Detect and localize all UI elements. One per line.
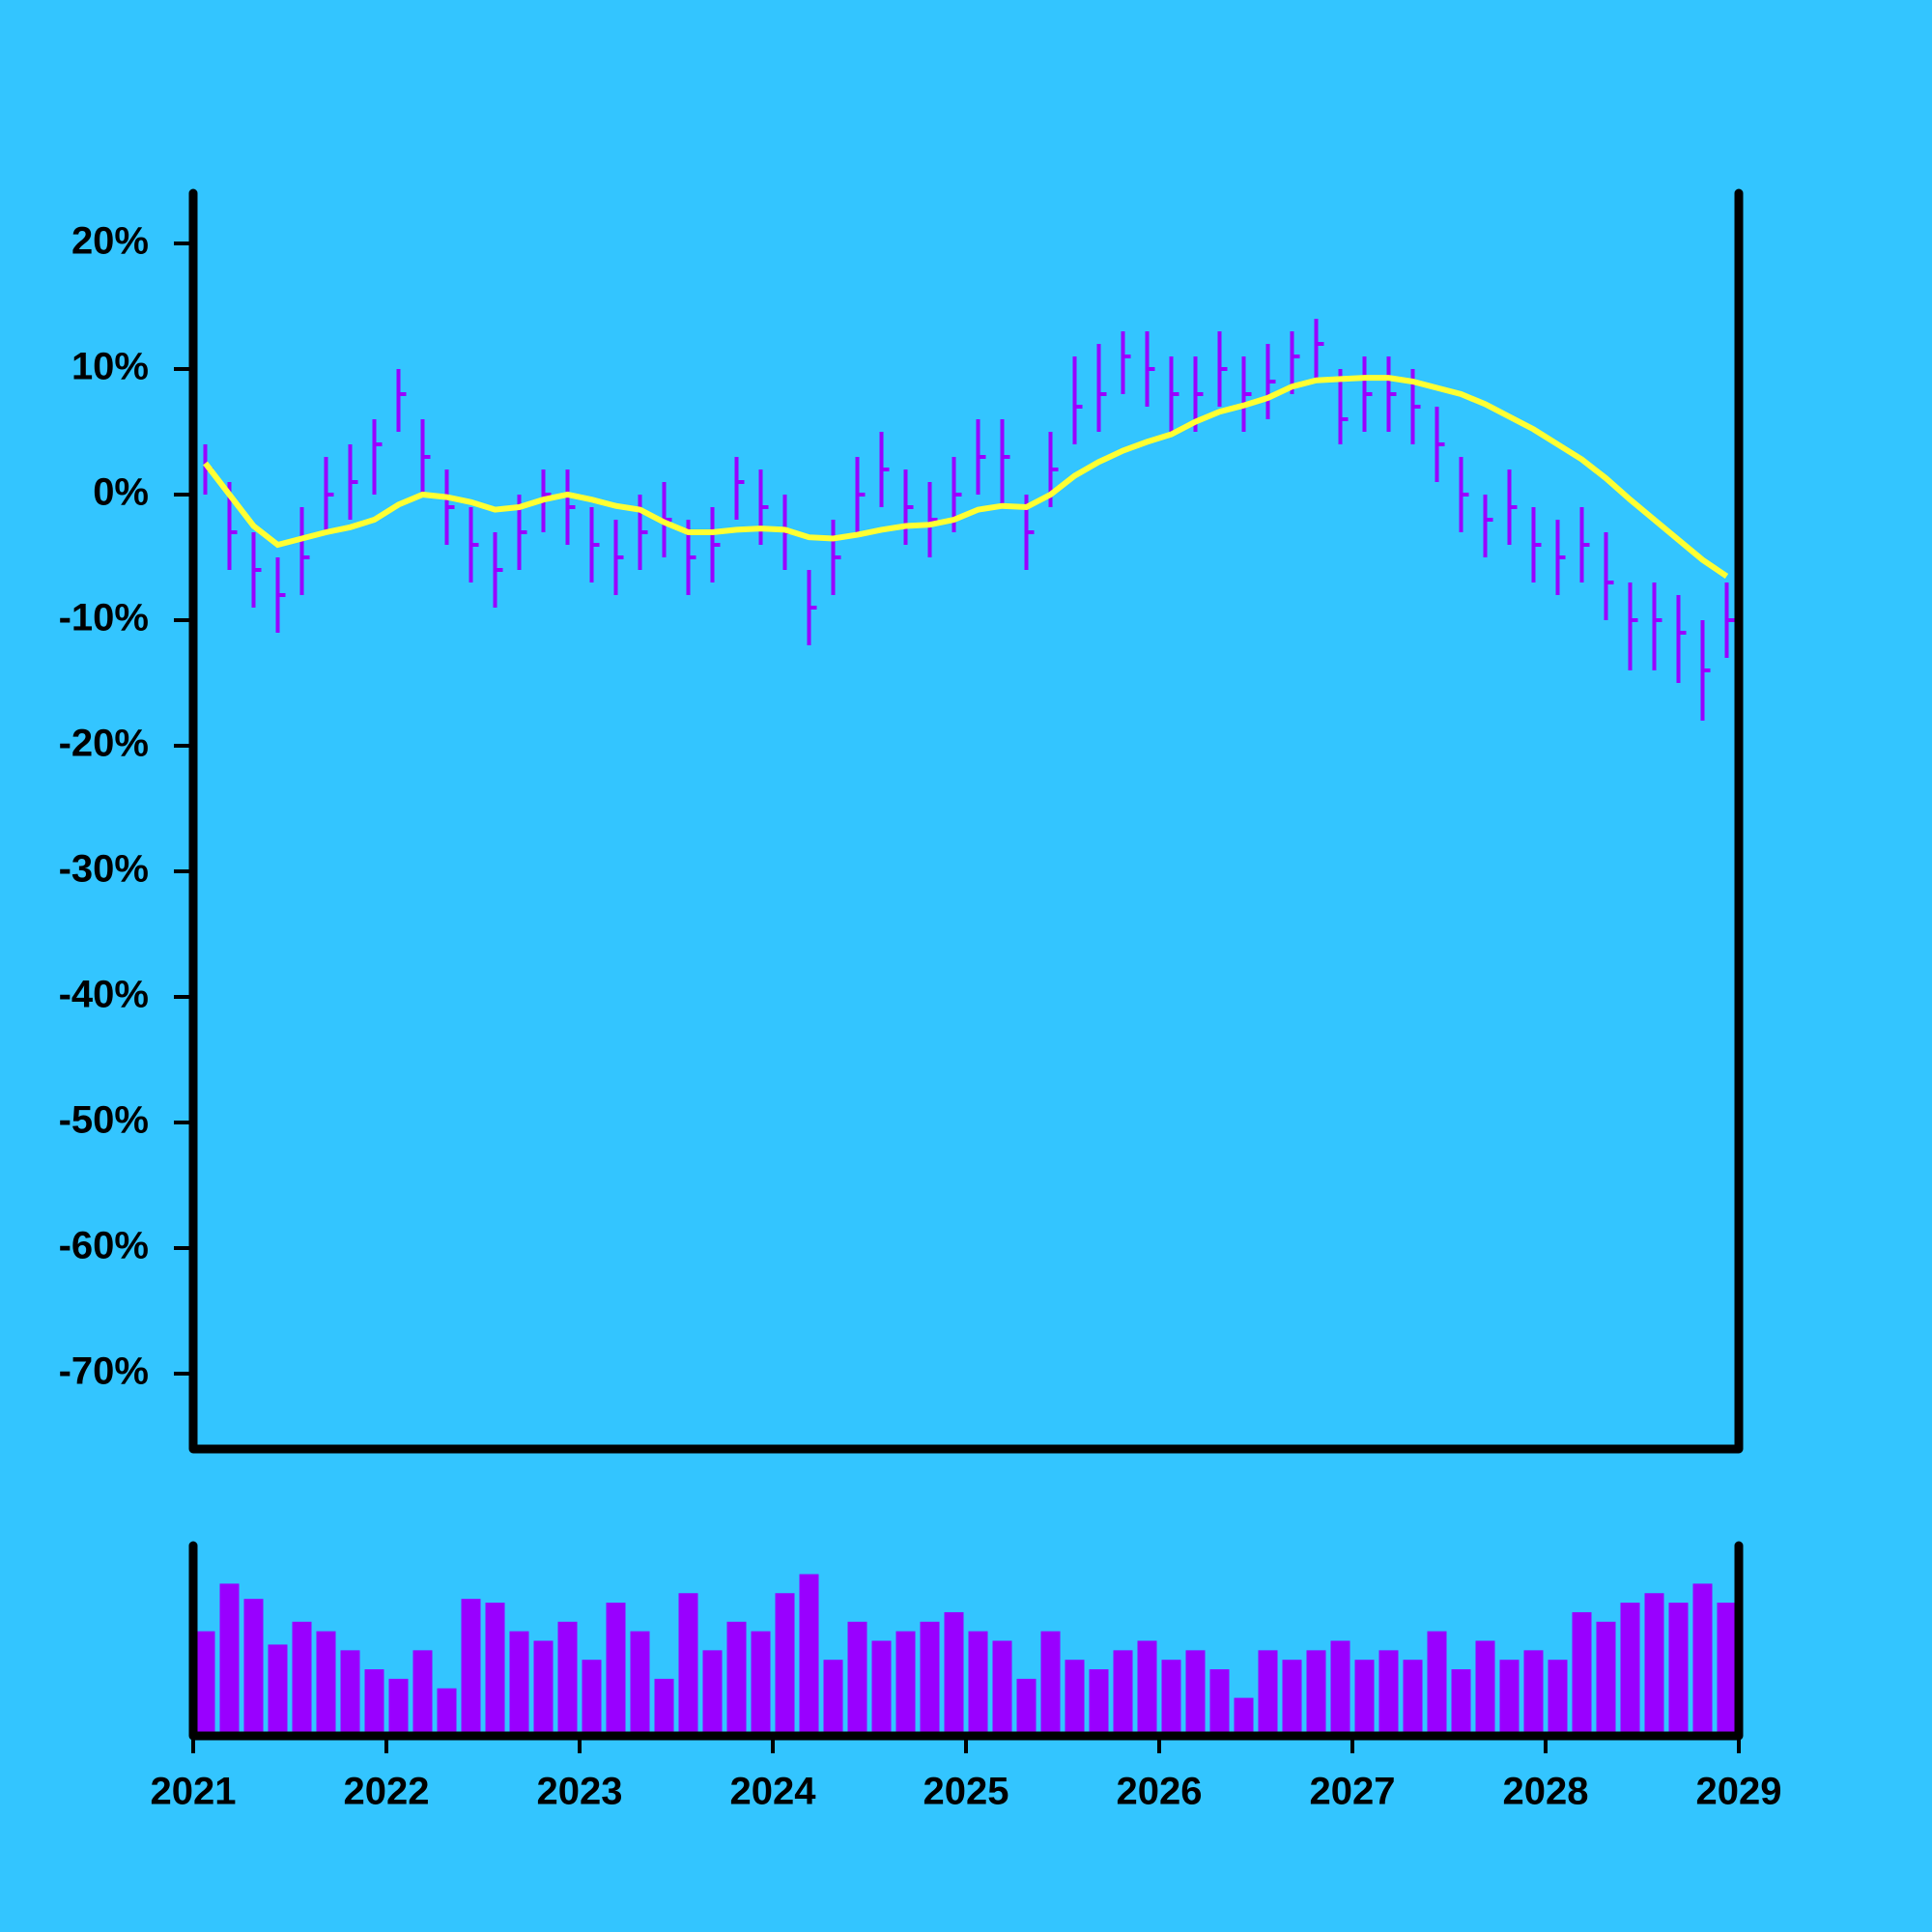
volume-bar xyxy=(1016,1678,1037,1736)
volume-bar xyxy=(219,1583,240,1736)
volume-bar xyxy=(1306,1650,1326,1736)
volume-bar xyxy=(1234,1697,1254,1736)
volume-bar xyxy=(678,1593,698,1736)
volume-bar xyxy=(195,1631,215,1736)
volume-bar xyxy=(1523,1650,1544,1736)
volume-bar xyxy=(1451,1669,1471,1736)
x-tick-label: 2027 xyxy=(1310,1771,1396,1813)
y-tick-label: 10% xyxy=(71,346,149,388)
volume-bar xyxy=(1644,1593,1664,1736)
volume-bar xyxy=(1403,1660,1423,1736)
volume-bar xyxy=(1185,1650,1206,1736)
volume-bar xyxy=(582,1660,602,1736)
volume-bar xyxy=(654,1678,674,1736)
volume-bar xyxy=(726,1621,747,1736)
x-tick-label: 2026 xyxy=(1117,1771,1203,1813)
volume-bar xyxy=(1572,1611,1592,1736)
volume-bar xyxy=(968,1631,988,1736)
volume-bar xyxy=(268,1644,288,1736)
volume-bar xyxy=(461,1599,481,1736)
volume-bar xyxy=(751,1631,771,1736)
x-tick-label: 2022 xyxy=(344,1771,430,1813)
volume-bar xyxy=(1089,1669,1109,1736)
volume-bar xyxy=(1692,1583,1713,1736)
volume-bar xyxy=(847,1621,867,1736)
volume-bar xyxy=(437,1688,457,1736)
volume-bar xyxy=(533,1640,554,1736)
x-tick-label: 2023 xyxy=(537,1771,623,1813)
volume-bar xyxy=(243,1599,264,1736)
y-tick-label: -20% xyxy=(59,723,149,765)
x-tick-label: 2024 xyxy=(730,1771,817,1813)
volume-bar xyxy=(1282,1660,1302,1736)
volume-bar xyxy=(992,1640,1012,1736)
y-tick-label: -50% xyxy=(59,1099,149,1142)
volume-bar xyxy=(1475,1640,1495,1736)
volume-bar xyxy=(557,1621,578,1736)
y-tick-label: -30% xyxy=(59,848,149,891)
volume-bar xyxy=(920,1621,940,1736)
y-tick-label: -40% xyxy=(59,974,149,1016)
volume-bar xyxy=(485,1603,505,1736)
volume-bar xyxy=(895,1631,916,1736)
moving-average xyxy=(203,375,1729,579)
volume-bar xyxy=(388,1678,409,1736)
y-tick-label: 0% xyxy=(93,471,149,514)
volume-bar xyxy=(1427,1631,1447,1736)
volume-bar xyxy=(1113,1650,1133,1736)
volume-bar xyxy=(1330,1640,1350,1736)
volume-bar xyxy=(1209,1669,1230,1736)
volume-bar xyxy=(606,1603,626,1736)
volume-bar xyxy=(509,1631,529,1736)
volume-bar xyxy=(1620,1603,1640,1736)
volume-bar xyxy=(340,1650,360,1736)
x-tick-label: 2021 xyxy=(151,1771,237,1813)
volume-bar xyxy=(775,1593,795,1736)
axis-frame xyxy=(188,188,1744,1454)
y-tick-label: -70% xyxy=(59,1350,149,1393)
volume-bar xyxy=(1161,1660,1181,1736)
volume-bar xyxy=(412,1650,433,1736)
volume-bar xyxy=(1378,1650,1399,1736)
volume-bar xyxy=(1354,1660,1375,1736)
volume-bar xyxy=(292,1621,312,1736)
volume-bar xyxy=(1596,1621,1616,1736)
x-tick-label: 2029 xyxy=(1696,1771,1782,1813)
volume-bar xyxy=(799,1574,819,1736)
volume-bar xyxy=(823,1660,843,1736)
x-tick-label: 2028 xyxy=(1503,1771,1589,1813)
volume-bar xyxy=(1065,1660,1085,1736)
volume-bar xyxy=(1499,1660,1520,1736)
volume-bar xyxy=(1137,1640,1157,1736)
axis-frame xyxy=(188,1541,1744,1741)
volume-bar xyxy=(1258,1650,1278,1736)
volume-bar xyxy=(944,1611,964,1736)
y-tick-label: 20% xyxy=(71,220,149,263)
x-tick-label: 2025 xyxy=(923,1771,1009,1813)
volume-bar xyxy=(702,1650,723,1736)
volume-bar xyxy=(1040,1631,1061,1736)
volume-bar xyxy=(630,1631,650,1736)
y-tick-label: -60% xyxy=(59,1225,149,1267)
volume-bar xyxy=(316,1631,336,1736)
volume-bar xyxy=(1668,1603,1689,1736)
volume-bar xyxy=(871,1640,892,1736)
volume-bar xyxy=(1548,1660,1568,1736)
volume-bar xyxy=(1717,1603,1737,1736)
y-tick-label: -10% xyxy=(59,597,149,639)
volume-bar xyxy=(364,1669,384,1736)
